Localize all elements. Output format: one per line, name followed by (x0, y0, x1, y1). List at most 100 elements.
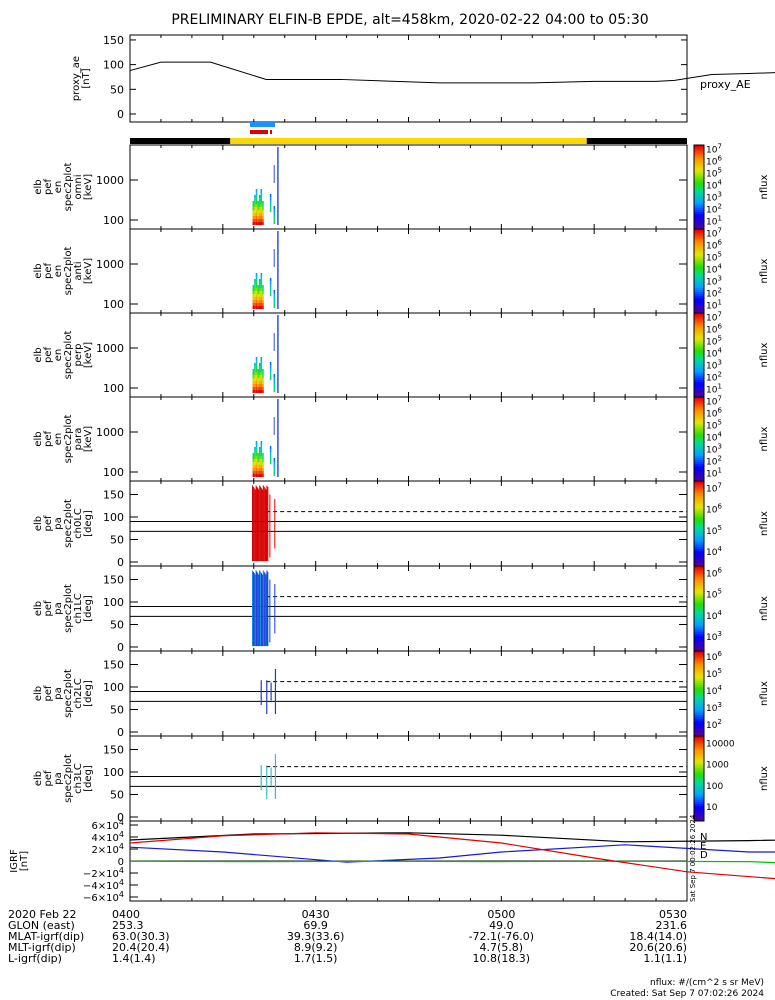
spectrogram-cell (255, 216, 258, 219)
colorbar-tick-label: 100 (706, 782, 723, 792)
colorbar-cell (694, 502, 704, 505)
colorbar-tick-label: 107 (706, 395, 722, 408)
spectrogram-cell (260, 222, 263, 225)
colorbar-cell (694, 733, 704, 737)
colorbar-cell (694, 460, 704, 463)
colorbar-cell (694, 428, 704, 432)
axis-row-value: 0530 (659, 908, 687, 921)
spectrogram-cell (252, 471, 255, 474)
colorbar-cell (694, 317, 704, 320)
spectrogram-cell (273, 374, 276, 377)
colorbar-cell (694, 453, 704, 457)
colorbar-cell (694, 515, 704, 518)
spectrogram-cell (262, 306, 264, 309)
colorbar-cell (694, 273, 704, 276)
y-tick-label: −6×104 (83, 890, 124, 904)
y-tick-label: 1000 (96, 174, 124, 187)
spectrogram-cell (260, 189, 263, 192)
spectrogram-cell (252, 222, 255, 225)
colorbar-cell (694, 806, 704, 809)
colorbar-cell (694, 529, 704, 533)
spectrogram-cell (262, 369, 264, 372)
colorbar-cell (694, 346, 704, 350)
colorbar: 107 106 105 104 nflux (693, 480, 770, 567)
colorbar-cell (694, 302, 704, 306)
spectrogram-cell (269, 371, 272, 374)
spectrogram-cell (260, 474, 263, 477)
y-tick-label: 100 (103, 59, 124, 72)
colorbar-cell (694, 443, 704, 446)
y-axis-label-line: elb (33, 431, 44, 446)
y-tick-label: 4×104 (91, 830, 124, 844)
spectrogram-cell (255, 390, 258, 393)
spectrogram-cell (260, 459, 263, 462)
spectrogram-cell (255, 366, 258, 369)
colorbar-cell (694, 155, 704, 159)
spectrogram-cell (257, 219, 259, 222)
axis-row-value: 0430 (302, 908, 330, 921)
colorbar-cell (694, 197, 704, 201)
panel-frame (129, 565, 688, 652)
colorbar-cell (694, 629, 704, 633)
spectrogram-cell (255, 291, 258, 294)
spectrogram-cell (260, 471, 263, 474)
colorbar-cell (694, 687, 704, 690)
spectrogram-cell (252, 456, 255, 459)
spectrogram-cell (262, 375, 264, 378)
colorbar-cell (694, 294, 704, 297)
spectrogram-cell (262, 384, 264, 387)
spectrogram-cell (257, 291, 259, 294)
spectrogram-cell (262, 297, 264, 300)
y-axis-label: elb pef en spec2plot omni [keV] (33, 163, 94, 212)
spectrogram-cell (258, 282, 261, 285)
colorbar-cell (694, 523, 704, 527)
colorbar-cell (694, 814, 704, 818)
spectrogram-cell (258, 465, 261, 468)
spectrogram-cell (262, 462, 264, 465)
colorbar-cell (694, 447, 704, 450)
spectrogram-cell (269, 458, 272, 461)
colorbar-tick-label: 101 (706, 383, 722, 396)
colorbar-tick-label: 103 (706, 701, 722, 714)
colorbar-cell (694, 262, 704, 266)
colorbar-cell (694, 808, 704, 811)
colorbar-cell (694, 572, 704, 575)
colorbar-cell (694, 277, 704, 280)
spectrogram-cell (258, 375, 261, 378)
spectrogram-cell (260, 216, 263, 219)
colorbar-cell (694, 344, 704, 348)
colorbar-cell (694, 464, 704, 467)
colorbar-tick-label: 105 (706, 524, 722, 537)
spectrogram-cell (262, 465, 264, 468)
colorbar-cell (694, 750, 704, 754)
colorbar-cell (694, 534, 704, 537)
spectrogram-cell (260, 375, 263, 378)
colorbar-cell (694, 801, 704, 805)
spectrogram-cell (257, 288, 259, 291)
spectrogram-cell (262, 390, 264, 393)
y-axis-label-line: pef (43, 431, 54, 448)
axis-row-value: 1.7(1.5) (294, 952, 338, 965)
colorbar-cell (694, 680, 704, 684)
y-tick-label: 0 (117, 811, 124, 824)
colorbar-cell (694, 816, 704, 820)
spectrogram-cell (255, 381, 258, 384)
colorbar-cell (694, 697, 704, 701)
colorbar-cell (694, 587, 704, 590)
spectrogram-cell (260, 297, 263, 300)
colorbar-label: nflux (759, 766, 770, 791)
colorbar-cell (694, 759, 704, 762)
colorbar-cell (694, 439, 704, 442)
axis-row-value: -72.1(-76.0) (469, 930, 535, 943)
spectrogram-cell (269, 449, 272, 452)
colorbar-tick-label: 107 (706, 311, 722, 324)
spectrogram-cell (258, 447, 261, 450)
spectrogram-cell (257, 459, 259, 462)
spectrogram-cell (255, 471, 258, 474)
colorbar-cell (694, 222, 704, 226)
colorbar-cell (694, 506, 704, 510)
colorbar-cell (694, 384, 704, 387)
colorbar-cell (694, 682, 704, 686)
spectrogram-cell (262, 300, 264, 303)
